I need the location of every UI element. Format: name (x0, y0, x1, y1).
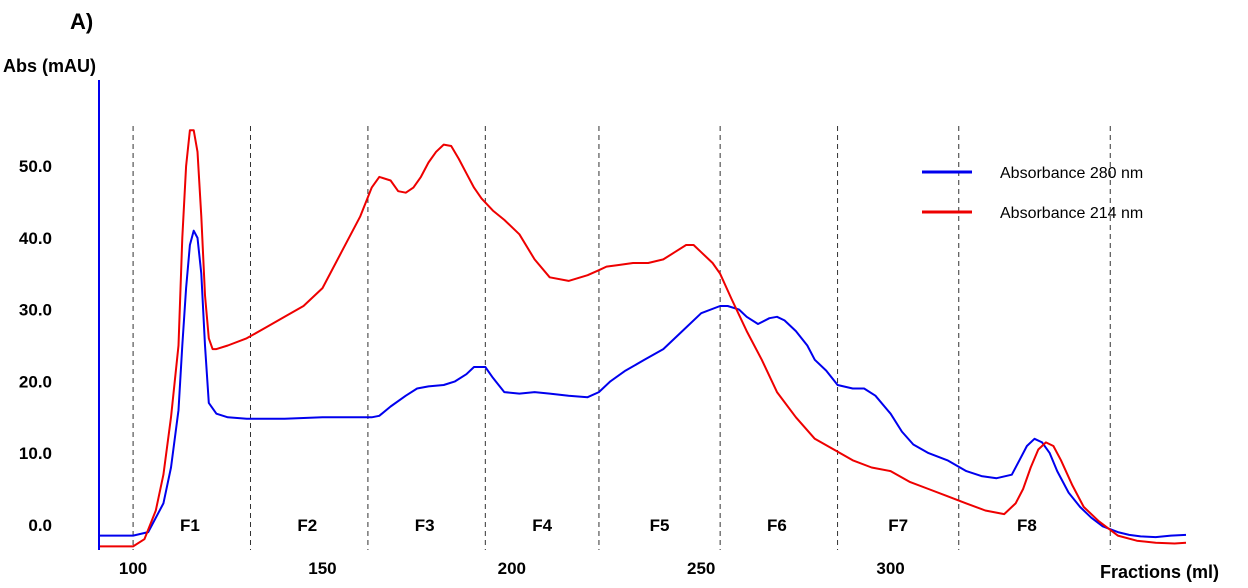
fraction-label: F2 (297, 516, 317, 535)
series-line (99, 129, 1187, 548)
y-axis-title: Abs (mAU) (3, 56, 96, 76)
x-tick-label: 200 (498, 559, 526, 578)
legend-label: Absorbance 280 nm (1000, 165, 1143, 182)
series-line (99, 229, 1187, 539)
x-tick-label: 300 (876, 559, 904, 578)
fraction-label: F7 (888, 516, 908, 535)
y-tick-label: 40.0 (19, 229, 52, 248)
fraction-label: F1 (180, 516, 200, 535)
fraction-label: F8 (1017, 516, 1037, 535)
x-tick-label: 250 (687, 559, 715, 578)
y-tick-label: 50.0 (19, 157, 52, 176)
fraction-label: F4 (532, 516, 552, 535)
x-tick-label: 100 (119, 559, 147, 578)
y-tick-label: 10.0 (19, 444, 52, 463)
y-axis-ticks: 0.0 10.0 20.0 30.0 40.0 50.0 (19, 157, 52, 535)
y-tick-label: 20.0 (19, 372, 52, 391)
y-tick-label: 0.0 (28, 516, 52, 535)
panel-label: A) (70, 9, 93, 34)
fraction-label: F3 (415, 516, 435, 535)
legend-label: Absorbance 214 nm (1000, 205, 1143, 222)
data-series (99, 129, 1187, 548)
legend: Absorbance 280 nm Absorbance 214 nm (922, 165, 1143, 222)
fraction-labels: F1 F2 F3 F4 F5 F6 F7 F8 (180, 516, 1037, 535)
x-axis-ticks: 100 150 200 250 300 (119, 559, 905, 578)
fraction-label: F6 (767, 516, 787, 535)
fraction-dividers (132, 126, 1111, 550)
x-tick-label: 150 (308, 559, 336, 578)
x-axis-title: Fractions (ml) (1100, 562, 1219, 582)
y-tick-label: 30.0 (19, 301, 52, 320)
fraction-label: F5 (650, 516, 670, 535)
